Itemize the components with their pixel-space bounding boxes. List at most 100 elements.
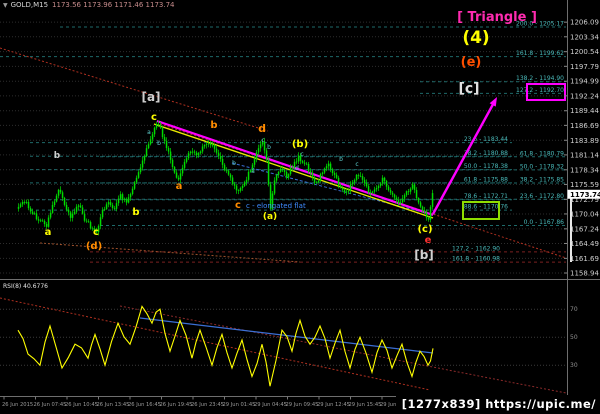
rsi-level-label: 30	[570, 362, 578, 369]
time-axis-label: 26 Jun 2015	[2, 402, 33, 408]
rsi-red-trend-2[interactable]	[119, 305, 567, 394]
support-box-lime[interactable]	[462, 201, 500, 220]
label-c-yellow: c	[93, 227, 99, 238]
time-axis-label: 26 Jun 13:45	[97, 402, 130, 408]
subwave-label: b	[339, 156, 343, 163]
price-axis-label: 1164.49	[570, 240, 599, 248]
note-elongated-flat: c - elongated flat	[246, 202, 306, 210]
subwave-label: d	[295, 165, 299, 172]
label-b-grey: b	[54, 151, 61, 161]
price-axis-label: 1175.59	[570, 181, 599, 189]
time-axis-label: 26 Jun 10:45	[65, 402, 98, 408]
price-axis-label: 1170.04	[570, 210, 599, 218]
triangle-upper-yellow[interactable]	[153, 123, 434, 219]
fib-level-label: 38.2 - 1175.85	[520, 177, 564, 184]
price-axis-label: 1197.79	[570, 63, 599, 71]
label-wave-a-paren: (a)	[263, 212, 277, 222]
fib-level-label: 127.2 - 1192.70	[516, 87, 564, 94]
label-wave-e: (e)	[461, 55, 482, 70]
subwave-label: a	[251, 168, 255, 175]
axis-highlight-bar	[570, 196, 572, 262]
candlesticks	[17, 120, 434, 236]
target-box-magenta[interactable]	[526, 83, 566, 101]
chart-dropdown-icon[interactable]: ▼	[3, 2, 8, 9]
label-c-top: c	[151, 112, 157, 123]
label-wave-d-paren: (d)	[86, 241, 102, 252]
time-axis-label: 26 Jun 23:45	[191, 402, 224, 408]
fib-level-label: 138.2 - 1194.90	[516, 75, 564, 82]
subwave-label: b	[157, 140, 161, 147]
price-axis-label: 1181.14	[570, 151, 599, 159]
fib-extension-lower: 127.2 - 1162.90 161.8 - 1160.98	[90, 245, 566, 263]
time-axis-label: 29 Jun 01:45	[223, 402, 256, 408]
fib-level-label: 161.8 - 1160.98	[452, 256, 500, 263]
price-axis[interactable]: 1206.09 1203.34 1200.54 1197.79 1194.99 1192.…	[564, 19, 600, 278]
price-axis-label: 1178.34	[570, 166, 599, 174]
price-axis-label: 1167.24	[570, 225, 599, 233]
price-axis-label: 1183.89	[570, 137, 599, 145]
subwave-label: c	[300, 151, 303, 158]
price-axis-label: 1192.24	[570, 92, 599, 100]
rsi-indicator-label: RSI(8) 40.6776	[3, 283, 48, 290]
current-price-tag	[567, 189, 600, 199]
label-wave-c-paren: (c)	[417, 224, 432, 235]
rsi-red-trend-1[interactable]	[0, 297, 431, 391]
watermark-text: [1277x839] https://upic.me/	[395, 395, 600, 414]
fib-level-label: 88.6 - 1170.76	[464, 204, 508, 211]
price-axis-label: 1189.44	[570, 107, 599, 115]
fib-expansion-right: 200.0 - 1205.17 161.8 - 1199.62 138.2 - 11…	[0, 21, 566, 227]
label-e-red: e	[425, 235, 432, 246]
time-axis-label: 29 Jun 04:45	[254, 402, 287, 408]
fib-level-label: 78.6 - 1172.71	[464, 193, 508, 200]
rsi-level-label: 50	[570, 334, 578, 341]
price-axis-label: 1172.79	[570, 196, 599, 204]
fib-level-label: 38.2 - 1180.88	[464, 150, 508, 157]
subwave-label: b	[232, 160, 236, 167]
symbol-label: GOLD,M15	[10, 1, 49, 9]
label-wave-a-major: [a]	[141, 90, 160, 104]
subwave-label: a	[147, 129, 151, 136]
subwave-label: b	[267, 144, 271, 151]
price-axis-label: 1158.94	[570, 269, 599, 277]
wave-labels: [ Triangle ](4)(e)[c][a]cb d(b)ac(a)babc(…	[45, 10, 537, 262]
subwave-label: c	[355, 161, 358, 168]
time-axis-label: 29 Jun 15:45	[349, 402, 382, 408]
subwave-label: c	[261, 137, 264, 144]
label-wave-4: (4)	[462, 28, 489, 48]
projection-arrowhead	[489, 97, 497, 107]
label-a-orange: a	[176, 181, 183, 192]
fib-level-label: 50.0 - 1178.32	[520, 163, 564, 170]
label-b-yellow: b	[132, 207, 139, 218]
fib-retracement-left: 23.6 - 1183.44 38.2 - 1180.88 50.0 - 1178.…	[30, 136, 512, 211]
label-c-orange: c	[235, 200, 241, 211]
time-axis-label: 26 Jun 19:45	[160, 402, 193, 408]
projection-arrow[interactable]	[431, 99, 497, 215]
label-d-orange: d	[258, 122, 266, 135]
price-axis-label: 1203.34	[570, 33, 599, 41]
label-wave-c-target: [c]	[458, 81, 479, 97]
ohlc-values: 1173.56 1173.96 1171.46 1173.74	[52, 1, 175, 9]
fib-level-label: 23.6 - 1183.44	[464, 136, 508, 143]
price-axis-label: 1161.69	[570, 255, 599, 263]
price-axis-label: 1194.99	[570, 78, 599, 86]
fib-level-label: 0.0 - 1167.86	[524, 219, 565, 226]
time-axis-label: 29 Jun 12:45	[317, 402, 350, 408]
red-trend-lows[interactable]	[39, 242, 301, 263]
time-axis-label: 26 Jun 16:45	[128, 402, 161, 408]
price-axis-label: 1206.09	[570, 19, 599, 27]
time-axis-label: 29 Jun 09:45	[286, 402, 319, 408]
fib-level-label: 61.8 - 1180.79	[520, 150, 564, 157]
label-b-orange: b	[210, 120, 217, 131]
rsi-pane[interactable]: 70 50 30	[0, 297, 578, 394]
label-wave-b-major: [b]	[414, 248, 434, 262]
red-trend-upper[interactable]	[0, 47, 269, 132]
price-axis-label: 1186.69	[570, 122, 599, 130]
label-wave-b-paren: (b)	[292, 139, 308, 150]
fib-level-label: 127.2 - 1162.90	[452, 245, 500, 252]
triangle-upper-magenta[interactable]	[156, 119, 434, 217]
chart-title-bar: ▼ GOLD,M15 1173.56 1173.96 1171.46 1173.74	[3, 1, 175, 10]
time-axis-label: 26 Jun 07:45	[34, 402, 67, 408]
fib-level-label: 23.6 - 1172.80	[520, 193, 564, 200]
